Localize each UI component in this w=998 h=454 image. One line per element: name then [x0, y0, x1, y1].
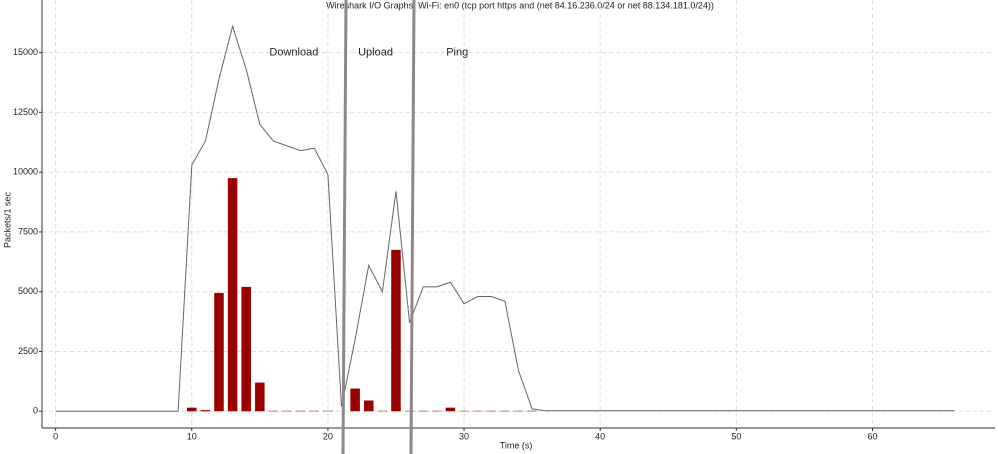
annotation: Download [269, 47, 318, 59]
bar [227, 178, 238, 412]
separator [341, 0, 348, 454]
separator [409, 0, 416, 454]
x-tick-label: 50 [731, 431, 741, 441]
bar [255, 382, 265, 412]
y-tick-label: 2500 [18, 346, 38, 356]
x-tick-label: 40 [595, 431, 605, 441]
x-tick-label: 60 [867, 431, 877, 441]
bar [445, 407, 456, 412]
x-axis-label: Time (s) [500, 440, 533, 450]
bar [363, 400, 374, 412]
bar [350, 388, 360, 412]
y-tick-label: 15000 [13, 47, 38, 57]
y-tick-label: 10000 [13, 167, 38, 177]
x-tick-label: 10 [187, 431, 197, 441]
annotation: Upload [358, 47, 393, 59]
bar [214, 292, 224, 412]
line-series [55, 24, 955, 412]
x-tick-label: 0 [53, 431, 58, 441]
chart-title: Wireshark I/O Graphs: Wi-Fi: en0 (tcp po… [326, 0, 714, 10]
y-tick-label: 7500 [18, 226, 38, 236]
y-tick-label: 5000 [18, 286, 38, 296]
y-tick-label: 12500 [13, 107, 38, 117]
bar [186, 407, 197, 412]
y-tick-label: 0 [33, 406, 38, 416]
bar [200, 410, 211, 412]
annotation: Ping [446, 47, 468, 59]
x-tick-label: 20 [323, 431, 333, 441]
bar [241, 286, 251, 412]
x-tick-label: 30 [459, 431, 469, 441]
bar [391, 249, 401, 412]
y-axis-label: Packets/1 sec [2, 191, 12, 248]
